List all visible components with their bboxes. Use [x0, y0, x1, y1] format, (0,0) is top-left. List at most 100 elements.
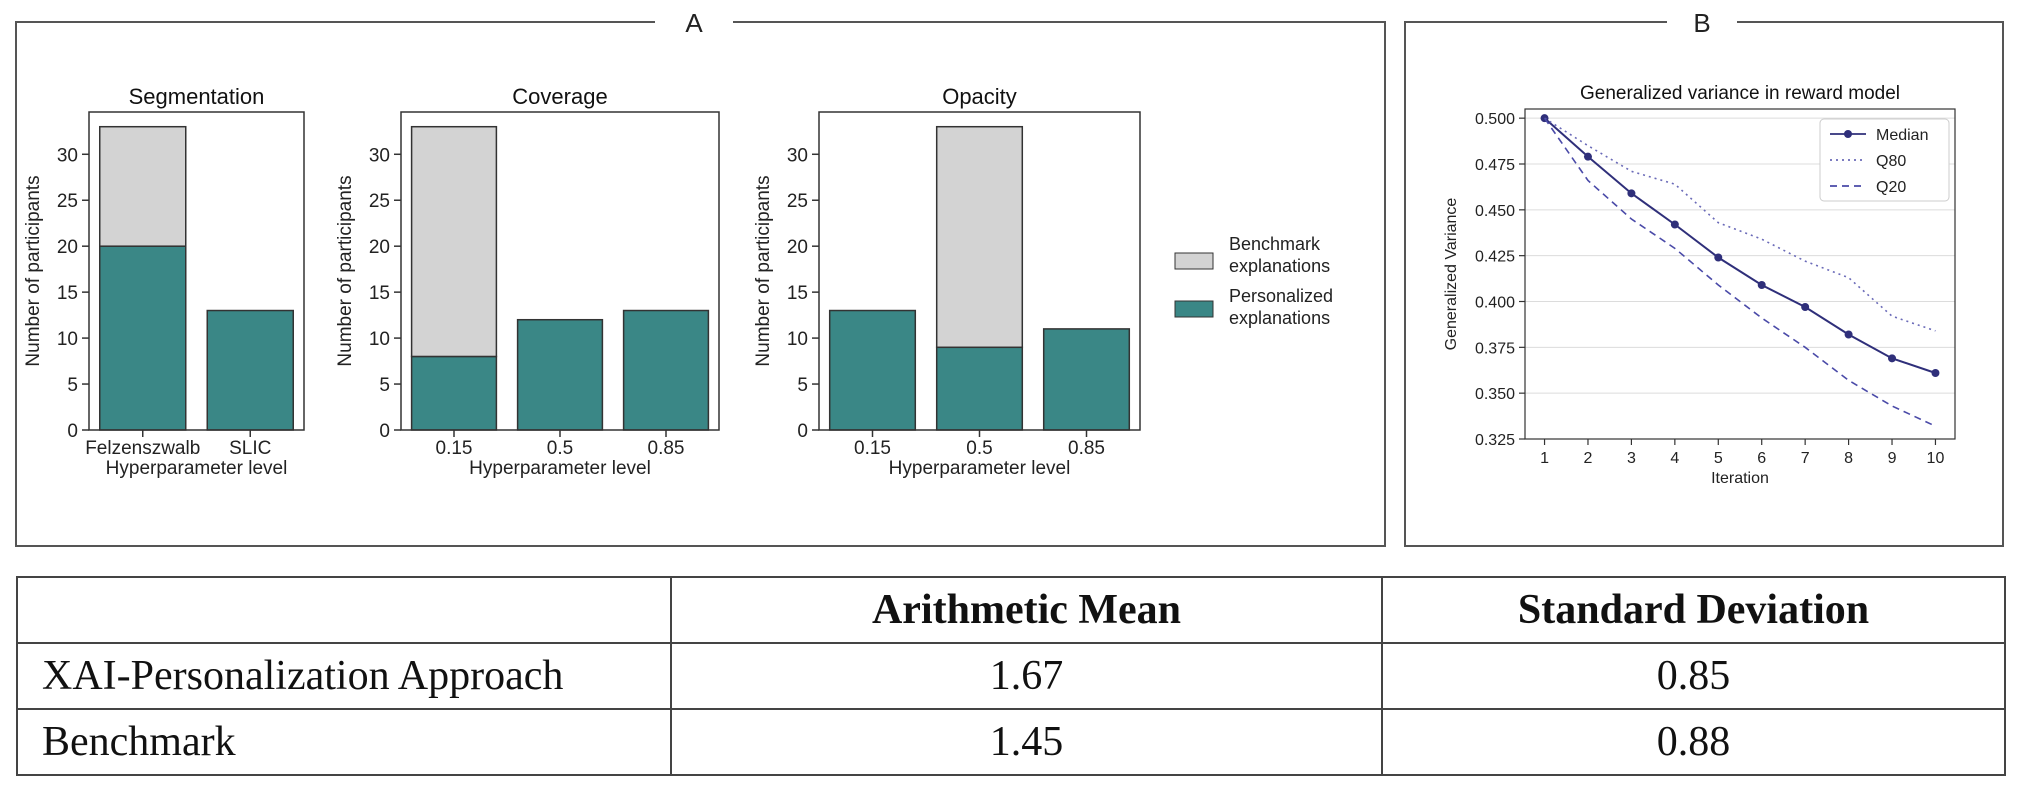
- y-tick-label: 0.375: [1475, 340, 1515, 357]
- y-tick-label: 30: [57, 145, 78, 166]
- y-tick-label: 10: [787, 329, 808, 350]
- bar-personalized: [410, 355, 498, 431]
- bar-legend: Benchmark explanations Personalized expl…: [1174, 234, 1333, 328]
- x-tick-label: SLIC: [229, 438, 271, 459]
- y-tick-label: 25: [787, 191, 808, 212]
- x-tick-label: 6: [1757, 450, 1766, 467]
- line-legend-box: [1819, 118, 1950, 202]
- bar-benchmark: [410, 125, 498, 358]
- summary-table: Arithmetic Mean Standard Deviation XAI-P…: [16, 576, 2006, 776]
- y-axis-label: Generalized Variance: [1443, 198, 1460, 351]
- data-point: [1801, 303, 1810, 311]
- table-cell-sd: 0.85: [1381, 642, 2006, 710]
- data-point: [1627, 189, 1636, 198]
- data-point: [1931, 369, 1940, 377]
- bar-personalized: [99, 245, 187, 431]
- x-tick-label: 7: [1801, 450, 1810, 467]
- table-cell-approach: Benchmark: [16, 708, 672, 776]
- data-point: [1844, 330, 1853, 339]
- x-tick-label: 10: [1927, 450, 1945, 467]
- y-tick-label: 0.425: [1475, 249, 1515, 266]
- x-axis-label: Iteration: [1711, 470, 1769, 487]
- y-tick-label: 30: [369, 145, 390, 166]
- plot-frame: [400, 111, 720, 431]
- table-header-row: Arithmetic Mean Standard Deviation: [16, 576, 2006, 644]
- table-header-mean: Arithmetic Mean: [670, 576, 1383, 644]
- table-cell-mean: 1.67: [670, 642, 1383, 710]
- y-tick-label: 0: [67, 421, 78, 442]
- plot-frame: [88, 111, 305, 431]
- y-tick-label: 5: [67, 375, 78, 396]
- table-row: Benchmark 1.45 0.88: [16, 708, 2006, 776]
- panel-b-label: B: [1693, 8, 1710, 38]
- data-point: [1670, 220, 1679, 229]
- generalized-variance-chart: 0.325 0.350 0.375 0.400 0.425 0.450 0.475 0.500…: [1443, 83, 1956, 487]
- y-tick-label: 0: [379, 421, 390, 442]
- x-tick-label: 0.15: [854, 438, 891, 459]
- x-tick-label: 1: [1540, 450, 1549, 467]
- x-tick-label: 2: [1584, 450, 1593, 467]
- chart-title: Segmentation: [129, 84, 265, 109]
- legend-label-q20: Q20: [1876, 179, 1906, 196]
- legend-swatch-benchmark: [1174, 252, 1214, 270]
- chart-title: Generalized variance in reward model: [1580, 83, 1900, 104]
- bar-personalized: [935, 346, 1024, 431]
- legend-swatch-personalized: [1174, 300, 1214, 318]
- coverage-chart: 0 5 10 15 20 25 30 0.15 0.5 0.85 Coverage Hyperpara…: [335, 84, 720, 479]
- y-tick-label: 20: [787, 237, 808, 258]
- chart-title: Coverage: [512, 84, 607, 109]
- x-tick-label: 3: [1627, 450, 1636, 467]
- y-tick-label: 0: [797, 421, 808, 442]
- plot-frame: [1524, 108, 1956, 440]
- y-tick-label: 5: [379, 375, 390, 396]
- bar-personalized: [516, 318, 604, 431]
- table-header-sd: Standard Deviation: [1381, 576, 2006, 644]
- y-tick-label: 0.500: [1475, 111, 1515, 128]
- y-tick-label: 25: [57, 191, 78, 212]
- x-tick-label: 9: [1888, 450, 1897, 467]
- bar-personalized: [1042, 328, 1131, 431]
- series-line-q20: [1543, 117, 1936, 427]
- y-tick-label: 0.450: [1475, 203, 1515, 220]
- y-tick-label: 15: [787, 283, 808, 304]
- y-axis-label: Number of participants: [753, 175, 774, 366]
- y-tick-label: 25: [369, 191, 390, 212]
- table-cell-mean: 1.45: [670, 708, 1383, 776]
- panel-a-frame: A: [15, 8, 1386, 547]
- x-tick-label: 0.85: [1068, 438, 1105, 459]
- y-tick-label: 10: [369, 329, 390, 350]
- segmentation-chart: 0 5 10 15 20 25 30 Felzenszwalb SLIC Segmentation…: [23, 84, 305, 479]
- panel-b-frame: B: [1404, 8, 2004, 547]
- x-tick-label: 4: [1670, 450, 1679, 467]
- y-tick-label: 15: [57, 283, 78, 304]
- y-tick-label: 30: [787, 145, 808, 166]
- table-cell-approach: XAI-Personalization Approach: [16, 642, 672, 710]
- x-tick-label: 5: [1714, 450, 1723, 467]
- y-axis-label: Number of participants: [335, 175, 356, 366]
- y-tick-label: 20: [57, 237, 78, 258]
- x-tick-label: 0.15: [436, 438, 473, 459]
- chart-title: Opacity: [942, 84, 1017, 109]
- bar-personalized: [622, 309, 710, 431]
- plot-frame: [818, 111, 1141, 431]
- legend-label-median: Median: [1876, 127, 1928, 144]
- x-tick-label: 0.5: [966, 438, 992, 459]
- bar-personalized: [828, 309, 917, 431]
- data-point: [1757, 281, 1766, 289]
- y-tick-label: 5: [797, 375, 808, 396]
- x-axis-label: Hyperparameter level: [889, 458, 1071, 479]
- y-axis-label: Number of participants: [23, 175, 44, 366]
- y-tick-label: 0.350: [1475, 386, 1515, 403]
- panel-a-label: A: [685, 8, 703, 38]
- bar-benchmark: [99, 125, 187, 247]
- x-tick-label: 8: [1844, 450, 1853, 467]
- data-point: [1583, 152, 1592, 161]
- series-line-median: [1543, 117, 1936, 374]
- table-row: XAI-Personalization Approach 1.67 0.85: [16, 642, 2006, 710]
- y-tick-label: 0.475: [1475, 157, 1515, 174]
- bar-personalized: [206, 309, 294, 431]
- y-tick-label: 10: [57, 329, 78, 350]
- x-axis-label: Hyperparameter level: [469, 458, 651, 479]
- series-line-q80: [1544, 117, 1936, 332]
